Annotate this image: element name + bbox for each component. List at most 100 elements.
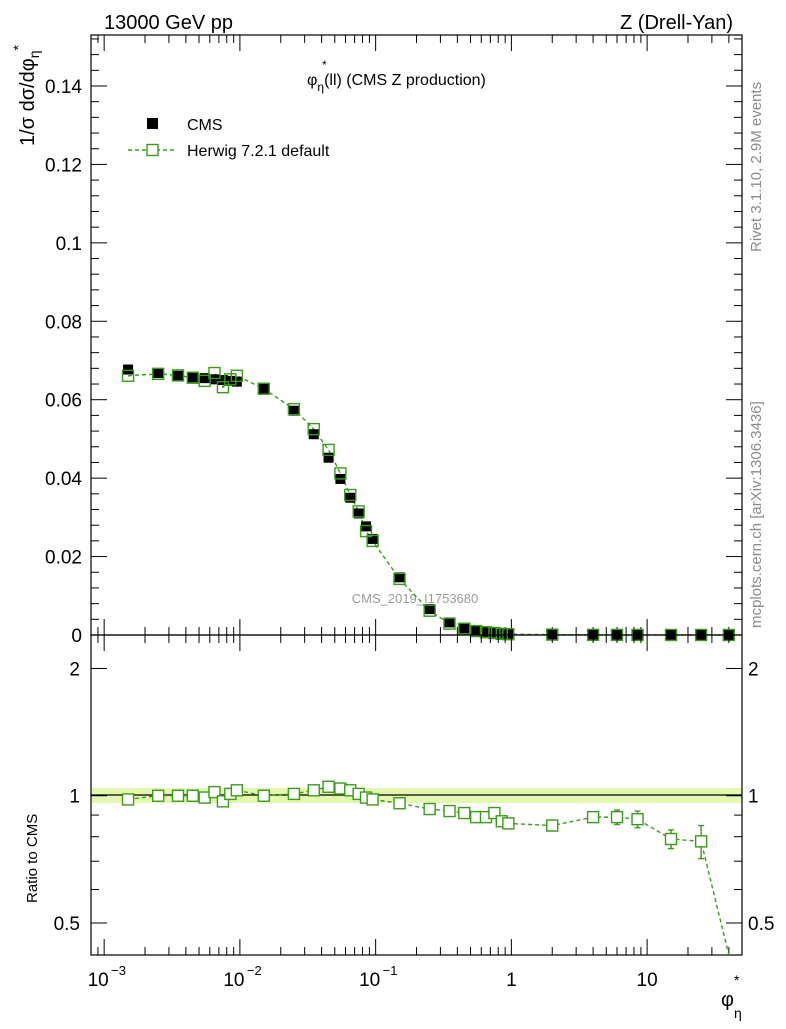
cms-point (217, 375, 228, 386)
main-y-tick-label: 0.1 (56, 234, 82, 255)
herwig-point (393, 572, 406, 586)
ratio-herwig-point (694, 835, 708, 848)
cms-point (361, 521, 372, 532)
herwig-point (344, 488, 357, 502)
herwig-point (121, 369, 135, 382)
ratio-y-axis-label: Ratio to CMS (24, 814, 41, 903)
x-tick-exponent: −3 (111, 963, 126, 978)
main-y-tick-label: 0 (71, 626, 82, 647)
main-y-tick-label: 0.06 (45, 391, 82, 412)
ratio-herwig-point (322, 780, 335, 793)
ratio-herwig-point (631, 813, 644, 826)
cms-point (503, 628, 514, 639)
herwig-point (230, 369, 244, 382)
herwig-point (443, 617, 456, 630)
cms-point (489, 627, 500, 638)
herwig-point (287, 402, 301, 416)
cms-point (480, 626, 491, 637)
ratio-herwig-point (151, 789, 165, 802)
legend: CMS Herwig 7.2.1 default (128, 117, 330, 160)
cms-point (471, 625, 482, 636)
cms-point (424, 604, 435, 615)
cms-point (123, 364, 134, 375)
herwig-point (495, 627, 508, 641)
herwig-point (359, 524, 373, 538)
xlabel-sup: * (734, 972, 740, 988)
legend-label-cms: CMS (187, 117, 223, 134)
title-sup: * (322, 58, 327, 72)
main-y-tick-labels: 0 0.02 0.04 0.06 0.08 0.1 0.12 0.14 (45, 77, 82, 647)
mcplots-label: mcplots.cern.ch [arXiv:1306.3436] (748, 401, 765, 628)
watermark: CMS_2019_I1753680 (352, 591, 479, 606)
energy-label: 13000 GeV pp (104, 12, 233, 34)
cms-point (323, 452, 334, 463)
ylabel-prefix: 1/σ dσ/dφ (17, 58, 39, 146)
herwig-point (352, 505, 365, 518)
ratio-herwig-point (443, 804, 456, 818)
herwig-point (502, 628, 515, 641)
rivet-label: Rivet 3.1.10, 2.9M events (748, 82, 765, 252)
cms-point (209, 374, 220, 385)
x-tick-labels: 10 −3 10 −2 10 −1 1 10 (88, 963, 658, 991)
ylabel-sup: * (10, 45, 26, 51)
herwig-point (186, 371, 200, 384)
herwig-point (307, 422, 320, 436)
title-main: φ (307, 72, 317, 89)
herwig-point (423, 604, 436, 617)
ratio-herwig-point (546, 819, 559, 832)
title-sub: η (317, 80, 324, 94)
ratio-panel: 0.5 0.51 12 2 Ratio to CMS 10 −3 10 −2 10 −1 1 10 … (24, 634, 774, 1021)
cms-point (353, 508, 364, 519)
herwig-point (334, 467, 347, 480)
ratio-herwig-point (423, 802, 436, 816)
ratio-herwig-point (208, 785, 221, 799)
cms-point (258, 383, 269, 394)
ratio-herwig-point (287, 787, 301, 801)
herwig-point (488, 626, 501, 640)
cms-point (394, 572, 405, 583)
x-tick-exponent: −2 (247, 963, 262, 978)
cms-point (173, 370, 184, 381)
x-tick-label: 1 (506, 970, 517, 991)
cms-point (199, 373, 210, 384)
cms-point (225, 375, 236, 386)
main-panel: 00.020.040.060.080.10.120.14 1/σ dσ/dφη*… (10, 34, 743, 647)
main-y-tick-label: 0.08 (45, 312, 82, 333)
x-tick-label: 10 (637, 970, 658, 991)
ratio-y-tick-label-right: 2 (748, 659, 759, 680)
ratio-herwig-point (586, 810, 600, 824)
x-tick-label: 10 (223, 970, 244, 991)
herwig-point (151, 367, 165, 381)
main-y-tick-label: 0.02 (45, 548, 82, 569)
ratio-axis-ticks (90, 635, 743, 955)
herwig-point (458, 622, 471, 635)
ratio-herwig-point (307, 784, 320, 797)
herwig-point (171, 369, 185, 382)
ratio-herwig-point (257, 789, 270, 802)
x-tick-label: 10 (88, 970, 109, 991)
ratio-y-tick-label-left: 0.5 (54, 914, 80, 935)
cms-point (187, 372, 198, 383)
main-axis-ticks (90, 35, 743, 636)
ratio-y-tick-label-left: 1 (69, 787, 80, 808)
herwig-point (198, 374, 211, 388)
ratio-data-layer (121, 780, 730, 956)
x-tick-label: 10 (359, 970, 380, 991)
herwig-point (479, 626, 493, 639)
herwig-point (208, 366, 221, 380)
main-y-axis-label: 1/σ dσ/dφη* (10, 45, 42, 147)
ratio-herwig-point (488, 806, 501, 820)
ratio-herwig-point (664, 832, 678, 846)
herwig-point (469, 624, 483, 638)
main-y-tick-label: 0.04 (45, 469, 82, 490)
ratio-herwig-point (121, 793, 135, 806)
ratio-y-tick-label-right: 0.5 (748, 914, 774, 935)
cms-point (345, 492, 356, 503)
cms-point (288, 405, 299, 416)
legend-label-herwig: Herwig 7.2.1 default (187, 143, 330, 160)
ratio-herwig-point (366, 793, 379, 806)
ratio-herwig-point (393, 797, 406, 810)
cms-point (153, 368, 164, 379)
ylabel-sub: η (26, 51, 42, 59)
main-title: φη(ll) (CMS Z production)* (307, 58, 486, 94)
